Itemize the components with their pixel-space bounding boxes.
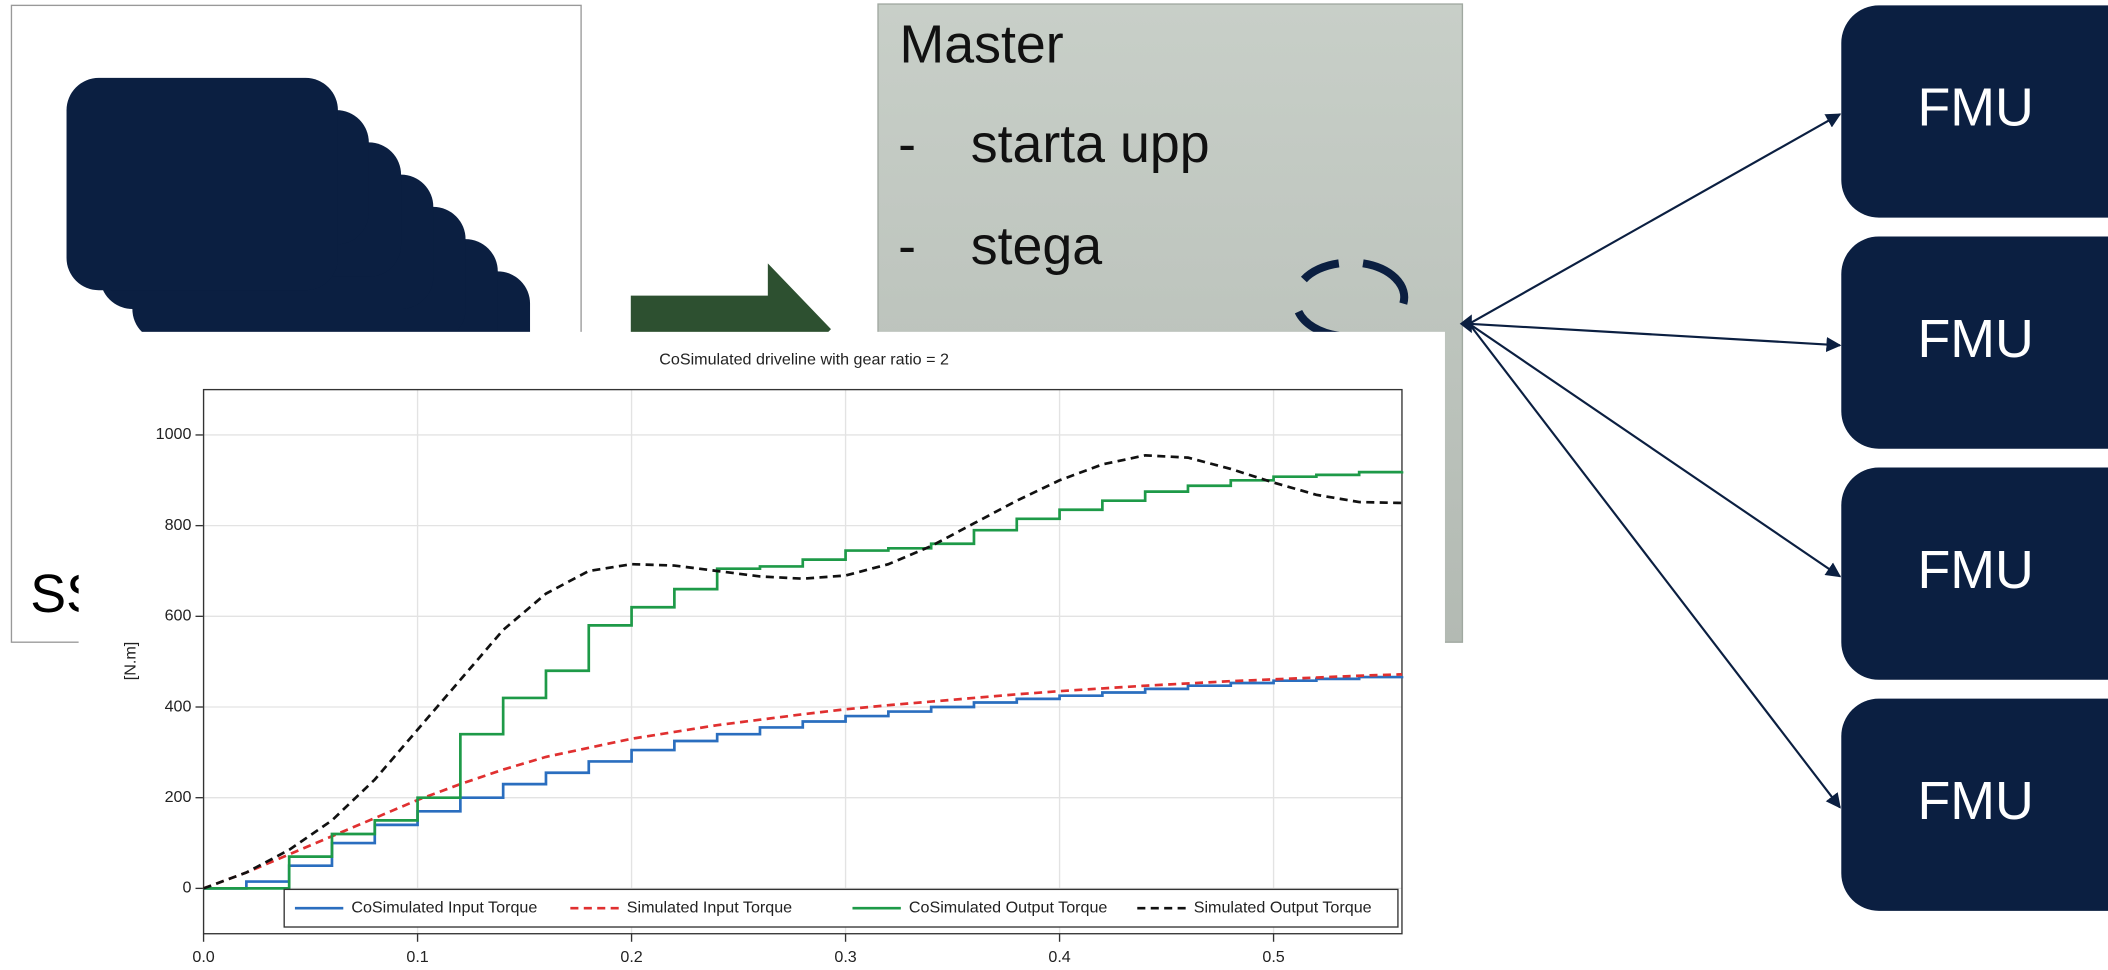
connector-hub	[1459, 314, 1472, 334]
series-line	[203, 454, 1402, 890]
fmu-box	[1841, 5, 2108, 218]
legend-box	[283, 888, 1399, 928]
y-tick-label: 800	[165, 516, 192, 534]
connector	[1469, 322, 1842, 353]
chart: CoSimulated driveline with gear ratio = …	[121, 350, 1404, 966]
bullet-text: stega	[971, 216, 1103, 276]
fmu-group: FMU FMU FMU FMU	[1459, 5, 2108, 911]
bullet-marker: -	[898, 216, 916, 276]
y-tick-label: 1000	[156, 425, 192, 443]
y-axis-label: [N.m]	[121, 642, 139, 680]
bullet-text: starta upp	[971, 114, 1210, 174]
fmu-label: FMU	[1917, 540, 2033, 600]
fmu-label: FMU	[1917, 309, 2033, 369]
series-line	[203, 470, 1404, 890]
legend-label: CoSimulated Output Torque	[909, 898, 1108, 916]
fmu-box	[1841, 467, 2108, 680]
y-tick-label: 400	[165, 697, 192, 715]
chart-panel	[78, 331, 1445, 970]
legend-label: Simulated Output Torque	[1194, 898, 1372, 916]
x-tick-label: 0.2	[620, 948, 642, 966]
plot-frame	[202, 388, 1403, 935]
connector	[1468, 322, 1842, 578]
connector	[1468, 323, 1841, 809]
fmu-box	[1841, 698, 2108, 911]
series-line	[203, 673, 1403, 890]
x-tick-label: 0.0	[192, 948, 214, 966]
x-tick-label: 0.1	[406, 948, 428, 966]
connector	[1468, 113, 1842, 325]
fmu-box	[1841, 236, 2108, 449]
fmu-label: FMU	[1917, 78, 2033, 138]
y-tick-label: 200	[165, 788, 192, 806]
master-title: Master	[899, 15, 1063, 75]
bullet-marker: -	[898, 114, 916, 174]
y-tick-label: 600	[165, 607, 192, 625]
legend-label: CoSimulated Input Torque	[351, 898, 537, 916]
fmu-label: FMU	[1917, 771, 2033, 831]
x-tick-label: 0.5	[1262, 948, 1284, 966]
legend-label: Simulated Input Torque	[627, 898, 792, 916]
chart-title: CoSimulated driveline with gear ratio = …	[659, 350, 949, 368]
y-tick-label: 0	[183, 879, 192, 897]
x-tick-label: 0.3	[834, 948, 856, 966]
x-tick-label: 0.4	[1048, 948, 1070, 966]
